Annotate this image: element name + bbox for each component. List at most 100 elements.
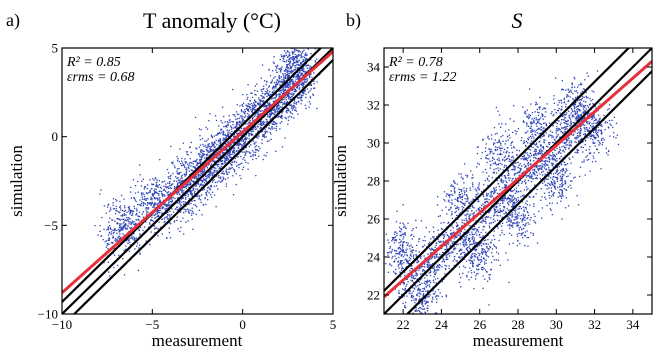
scatter-point: [137, 215, 139, 217]
scatter-point: [263, 106, 265, 108]
scatter-point: [482, 195, 485, 197]
scatter-point: [412, 297, 414, 299]
scatter-point: [483, 226, 485, 228]
scatter-point: [302, 50, 304, 53]
scatter-point: [144, 186, 147, 188]
scatter-point: [432, 249, 435, 251]
scatter-point: [303, 60, 305, 62]
scatter-point: [243, 120, 245, 122]
scatter-point: [532, 146, 534, 149]
scatter-point: [202, 176, 205, 178]
scatter-point: [187, 182, 189, 184]
scatter-point: [533, 168, 536, 170]
scatter-point: [243, 127, 245, 129]
scatter-point: [224, 148, 227, 151]
scatter-point: [284, 88, 286, 91]
scatter-point: [530, 137, 533, 139]
scatter-point: [283, 90, 286, 92]
scatter-point: [264, 93, 266, 95]
scatter-point: [314, 48, 317, 50]
scatter-point: [309, 65, 311, 67]
scatter-point: [550, 162, 553, 164]
scatter-point: [541, 174, 544, 176]
scatter-point: [115, 205, 117, 208]
scatter-point: [313, 80, 315, 83]
scatter-point: [556, 128, 558, 130]
scatter-point: [498, 185, 500, 188]
scatter-point: [445, 268, 447, 271]
scatter-point: [423, 266, 425, 268]
scatter-point: [282, 57, 284, 60]
scatter-point: [545, 157, 547, 160]
scatter-point: [285, 77, 287, 79]
scatter-point: [411, 286, 414, 289]
scatter-point: [234, 135, 236, 137]
scatter-point: [138, 229, 140, 232]
scatter-point: [429, 252, 432, 254]
scatter-point: [299, 87, 301, 89]
scatter-point: [262, 92, 264, 94]
scatter-point: [527, 162, 530, 164]
scatter-point: [311, 44, 312, 45]
scatter-point: [177, 173, 179, 175]
scatter-point: [294, 80, 296, 82]
scatter-point: [265, 155, 267, 157]
scatter-point: [203, 182, 206, 184]
scatter-point: [267, 93, 270, 95]
scatter-point: [433, 276, 435, 278]
scatter-point: [180, 226, 182, 229]
scatter-point: [437, 288, 440, 291]
scatter-point: [172, 161, 174, 163]
scatter-point: [116, 210, 118, 212]
scatter-point: [430, 271, 432, 273]
scatter-point: [594, 105, 597, 108]
scatter-point: [279, 128, 281, 130]
scatter-point: [170, 187, 172, 189]
scatter-point: [488, 216, 490, 218]
scatter-point: [559, 124, 562, 126]
scatter-point: [556, 147, 558, 150]
scatter-point: [158, 201, 161, 204]
scatter-point: [265, 106, 268, 108]
scatter-point: [235, 125, 238, 127]
scatter-point: [302, 74, 304, 76]
scatter-point: [263, 135, 265, 137]
scatter-point: [433, 237, 435, 240]
scatter-point: [517, 184, 520, 187]
scatter-point: [297, 45, 298, 46]
scatter-point: [293, 58, 296, 60]
scatter-point: [178, 193, 181, 195]
scatter-point: [152, 193, 155, 196]
scatter-point: [297, 44, 298, 45]
scatter-point: [153, 192, 156, 195]
scatter-point: [426, 263, 428, 266]
scatter-point: [427, 279, 429, 281]
scatter-point: [567, 144, 569, 146]
scatter-point: [303, 91, 305, 93]
scatter-point: [484, 221, 487, 223]
scatter-point: [125, 216, 128, 219]
scatter-point: [400, 260, 402, 263]
scatter-point: [433, 256, 436, 258]
scatter-point: [300, 94, 303, 96]
scatter-point: [293, 117, 295, 119]
scatter-point: [124, 223, 127, 225]
scatter-point: [534, 166, 536, 168]
scatter-point: [250, 126, 252, 128]
scatter-point: [575, 136, 578, 138]
scatter-point: [290, 57, 292, 59]
scatter-point: [107, 228, 109, 231]
scatter-point: [427, 265, 429, 268]
scatter-point: [265, 121, 267, 123]
scatter-point: [218, 155, 221, 157]
scatter-point: [220, 165, 223, 168]
scatter-point: [553, 113, 555, 116]
scatter-point: [472, 241, 475, 243]
scatter-point: [288, 37, 289, 38]
scatter-point: [230, 163, 233, 166]
scatter-point: [210, 134, 213, 136]
scatter-point: [496, 214, 498, 216]
scatter-point: [177, 192, 179, 194]
scatter-point: [104, 241, 106, 243]
scatter-point: [243, 143, 245, 145]
